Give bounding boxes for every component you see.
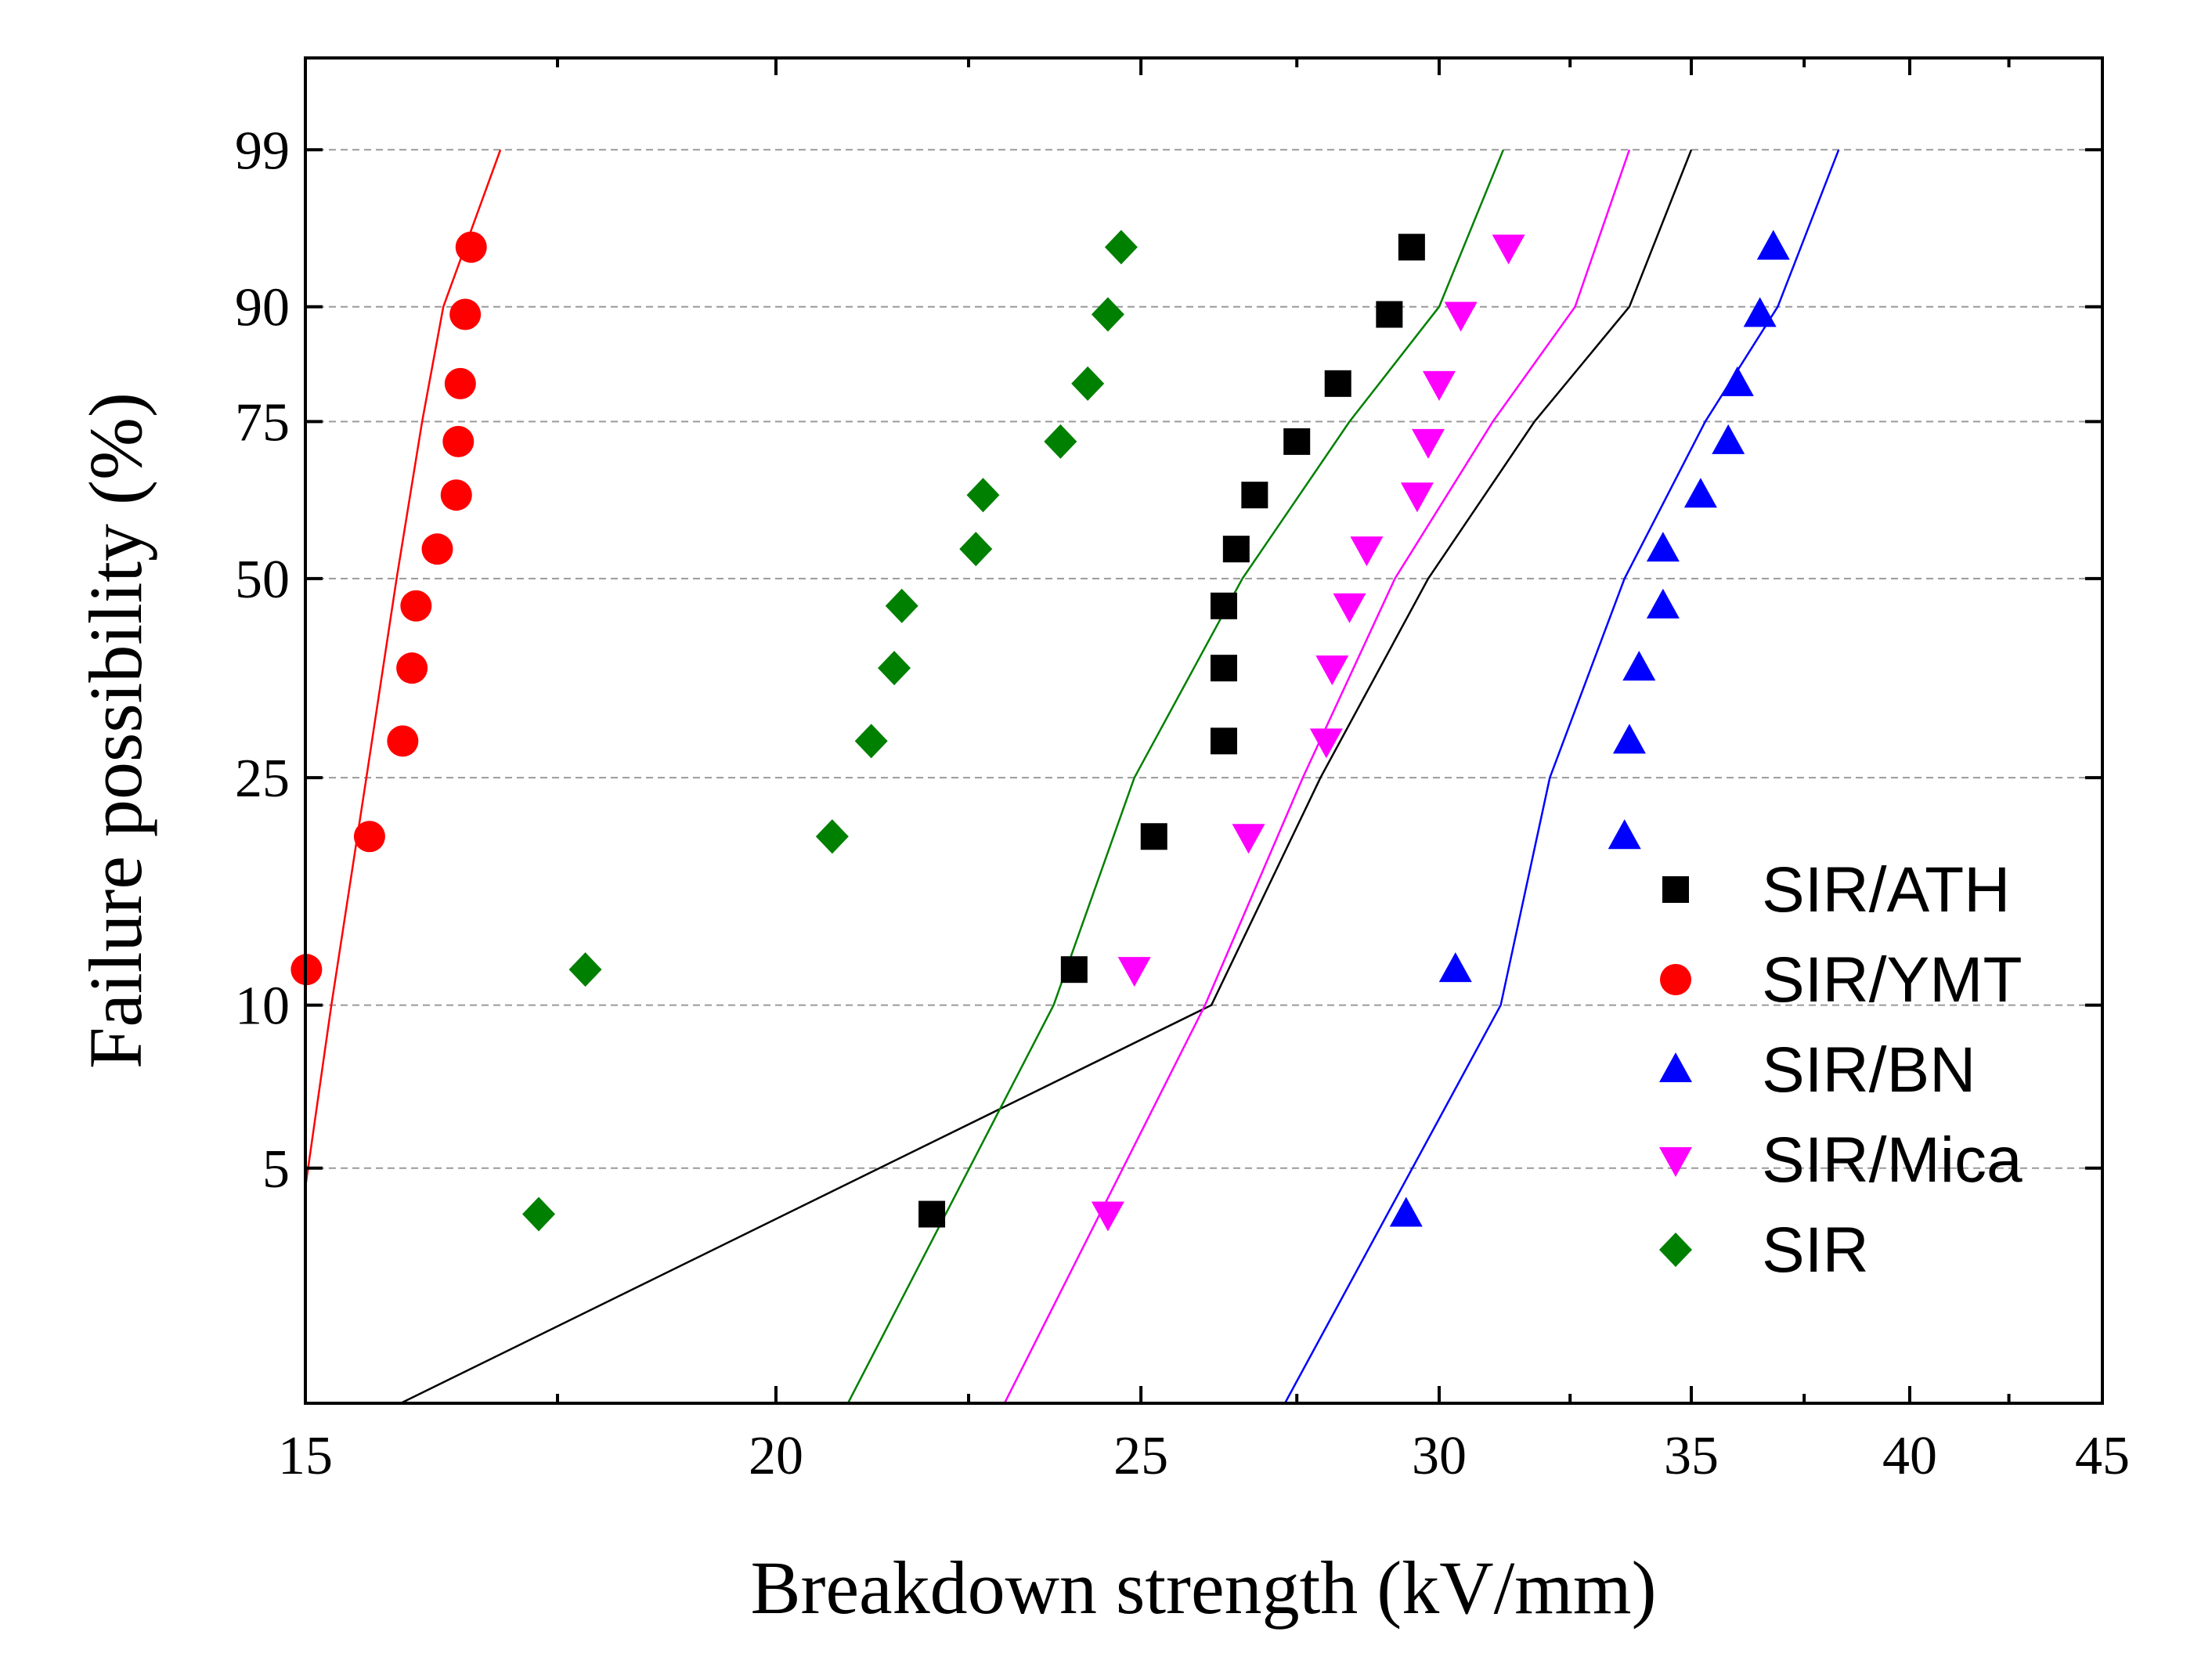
x-tick-label: 40	[1882, 1426, 1937, 1486]
point-sir-ath	[1222, 536, 1250, 563]
x-tick-label: 35	[1664, 1426, 1719, 1486]
x-axis-title: Breakdown strength (kV/mm)	[750, 1546, 1656, 1630]
x-tick-label: 30	[1412, 1426, 1467, 1486]
point-sir-ath	[1398, 233, 1425, 261]
point-sir-ath	[1324, 370, 1351, 397]
fit-line-sir-ath	[400, 149, 1693, 1403]
point-sir-bn	[1720, 366, 1754, 396]
fit-lines	[305, 149, 1840, 1403]
data-points	[290, 229, 1790, 1232]
y-axis-title: Failure possibility (%)	[74, 392, 157, 1069]
legend-label-sir-bn: SIR/BN	[1762, 1034, 1976, 1106]
point-sir-ymt	[421, 533, 453, 565]
point-sir	[568, 952, 602, 987]
point-sir-ymt	[449, 298, 482, 330]
point-sir-mica	[1117, 957, 1151, 987]
point-sir-mica	[1492, 234, 1525, 265]
point-sir	[878, 651, 911, 686]
point-sir-mica	[1412, 428, 1445, 459]
point-sir-mica	[1091, 1201, 1124, 1232]
point-sir	[1044, 424, 1077, 459]
point-sir	[854, 724, 888, 759]
point-sir-ath	[1211, 592, 1238, 619]
y-tick-label: 75	[235, 392, 290, 453]
point-sir-ath	[1211, 655, 1238, 682]
y-tick-label: 99	[235, 121, 290, 181]
point-sir	[1104, 229, 1138, 265]
legend-marker-sir-mica	[1659, 1147, 1692, 1177]
point-sir-mica	[1315, 655, 1349, 686]
point-sir-bn	[1756, 229, 1790, 260]
y-tick-label: 25	[235, 749, 290, 809]
point-sir-ymt	[396, 652, 428, 684]
point-sir-bn	[1712, 424, 1745, 454]
x-tick-label: 45	[2075, 1426, 2130, 1486]
point-sir-bn	[1608, 819, 1641, 850]
legend: SIR/ATH SIR/YMT SIR/BN SIR/Mica SIR	[1659, 854, 2023, 1286]
point-sir-ymt	[387, 725, 419, 757]
point-sir-mica	[1232, 824, 1265, 854]
x-tick-label: 15	[278, 1426, 333, 1486]
legend-marker-sir-bn	[1659, 1052, 1692, 1082]
point-sir-ymt	[353, 821, 385, 853]
y-tick-label: 10	[235, 976, 290, 1037]
point-sir	[1071, 366, 1105, 401]
fit-line-sir	[846, 149, 1505, 1403]
point-sir	[885, 588, 918, 623]
point-sir	[522, 1197, 556, 1232]
point-sir-ath	[1241, 482, 1268, 509]
fit-line-sir-bn	[1283, 149, 1840, 1403]
fit-line-sir-ymt	[305, 149, 502, 1194]
point-sir-bn	[1646, 588, 1680, 619]
point-sir-mica	[1422, 370, 1456, 401]
point-sir-mica	[1309, 728, 1343, 759]
legend-marker-sir	[1659, 1233, 1692, 1267]
point-sir-ath	[1140, 823, 1167, 850]
point-sir-mica	[1350, 536, 1384, 567]
point-sir-ath	[1283, 428, 1311, 455]
x-tick-label: 20	[749, 1426, 803, 1486]
legend-label-sir-ymt: SIR/YMT	[1762, 944, 2023, 1016]
point-sir-mica	[1444, 301, 1478, 332]
point-sir	[815, 819, 849, 854]
point-sir-ymt	[400, 590, 432, 622]
legend-label-sir: SIR	[1762, 1215, 1869, 1286]
point-sir-bn	[1646, 532, 1680, 562]
x-axis: 15 20 25 30 35 40 45	[278, 58, 2130, 1486]
point-sir-bn	[1389, 1197, 1423, 1227]
point-sir-bn	[1683, 478, 1717, 508]
point-sir-mica	[1400, 482, 1434, 513]
point-sir	[959, 532, 993, 567]
y-axis: 5 10 25 50 75 90 99	[235, 121, 2102, 1200]
point-sir-ath	[918, 1200, 946, 1228]
legend-marker-sir-ymt	[1660, 964, 1691, 995]
point-sir-mica	[1333, 593, 1366, 623]
point-sir-ath	[1211, 727, 1238, 755]
plot-frame	[304, 56, 2104, 1405]
point-sir-ymt	[455, 231, 487, 263]
point-sir-ymt	[444, 367, 476, 399]
point-sir-bn	[1612, 724, 1646, 754]
y-tick-label: 5	[262, 1139, 290, 1200]
x-tick-label: 25	[1113, 1426, 1168, 1486]
grid-lines	[305, 149, 2102, 1169]
point-sir-bn	[1438, 952, 1472, 983]
point-sir	[1091, 297, 1124, 332]
point-sir-bn	[1622, 651, 1656, 681]
y-tick-label: 90	[235, 278, 290, 338]
fit-line-sir-mica	[1003, 149, 1631, 1403]
legend-label-sir-ath: SIR/ATH	[1762, 854, 2010, 926]
legend-marker-sir-ath	[1662, 876, 1689, 903]
y-tick-label: 50	[235, 550, 290, 610]
legend-label-sir-mica: SIR/Mica	[1762, 1124, 2023, 1196]
point-sir-ymt	[440, 479, 472, 511]
point-sir-ath	[1376, 301, 1403, 328]
point-sir	[966, 478, 1000, 513]
point-sir-ath	[1060, 956, 1088, 984]
point-sir-bn	[1743, 297, 1777, 327]
point-sir-ymt	[442, 425, 475, 457]
